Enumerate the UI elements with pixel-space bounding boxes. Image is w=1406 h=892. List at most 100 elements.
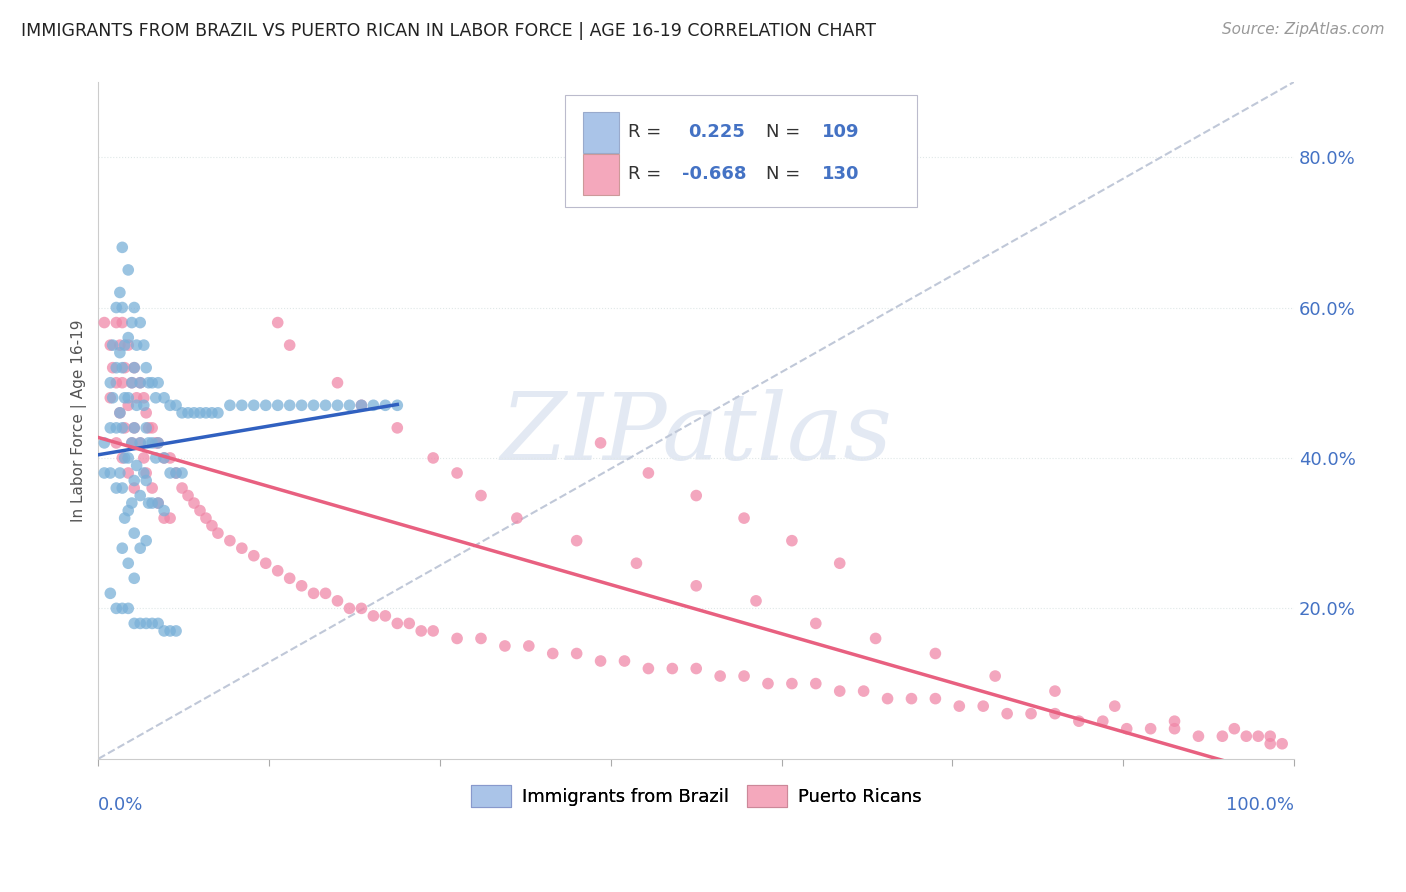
Point (745, 594, 768, 608)
Point (565, 647, 588, 661)
Point (243, 398, 266, 412)
Point (494, 639, 516, 653)
Point (804, 676, 827, 690)
Point (101, 338, 124, 352)
Point (541, 647, 564, 661)
Point (363, 608, 385, 623)
Point (122, 474, 145, 488)
Point (135, 360, 157, 375)
Point (132, 391, 155, 405)
Point (153, 450, 176, 465)
Point (506, 511, 529, 525)
Point (315, 398, 337, 412)
Text: 130: 130 (821, 165, 859, 184)
Point (146, 496, 169, 510)
Point (350, 398, 373, 412)
Text: IMMIGRANTS FROM BRAZIL VS PUERTO RICAN IN LABOR FORCE | AGE 16-19 CORRELATION CH: IMMIGRANTS FROM BRAZIL VS PUERTO RICAN I… (21, 22, 876, 40)
Point (105, 301, 128, 315)
Point (267, 398, 290, 412)
Point (122, 421, 145, 435)
Point (117, 330, 139, 344)
Point (470, 489, 492, 503)
Point (159, 466, 181, 480)
Point (117, 503, 139, 517)
Point (1247, 729, 1270, 743)
Point (685, 579, 707, 593)
Point (984, 669, 1007, 683)
Point (709, 669, 731, 683)
Point (924, 647, 946, 661)
Point (98, 421, 121, 435)
Point (165, 398, 187, 412)
Point (565, 533, 588, 548)
Point (876, 691, 898, 706)
Point (219, 398, 242, 412)
Point (326, 398, 349, 412)
Point (111, 240, 134, 254)
Point (637, 466, 659, 480)
Point (111, 601, 134, 615)
Point (159, 624, 181, 638)
Point (387, 398, 409, 412)
Point (146, 496, 169, 510)
Point (125, 338, 148, 352)
Point (470, 632, 492, 646)
Point (828, 556, 851, 570)
Point (231, 398, 253, 412)
Point (132, 450, 155, 465)
Point (865, 632, 887, 646)
Point (177, 489, 200, 503)
Point (326, 594, 349, 608)
Point (685, 661, 707, 675)
Point (780, 676, 803, 690)
Point (146, 436, 169, 450)
Point (1271, 737, 1294, 751)
Point (121, 496, 143, 510)
Point (1163, 722, 1185, 736)
Point (302, 398, 325, 412)
Point (177, 406, 200, 420)
Point (1043, 684, 1066, 698)
Point (165, 466, 187, 480)
Point (132, 338, 155, 352)
Point (267, 564, 290, 578)
Point (129, 616, 152, 631)
Point (948, 699, 970, 714)
Point (111, 301, 134, 315)
Point (756, 676, 779, 690)
Point (291, 398, 314, 412)
Point (138, 436, 160, 450)
Point (108, 466, 131, 480)
Y-axis label: In Labor Force | Age 16-19: In Labor Force | Age 16-19 (72, 319, 87, 522)
Point (374, 608, 396, 623)
Point (105, 421, 128, 435)
Point (129, 489, 152, 503)
Point (900, 691, 922, 706)
Point (159, 398, 181, 412)
Point (194, 406, 217, 420)
Point (339, 398, 361, 412)
Point (117, 601, 139, 615)
Point (589, 654, 612, 668)
Point (398, 616, 420, 631)
Point (201, 518, 224, 533)
Point (98, 376, 121, 390)
Legend: Immigrants from Brazil, Puerto Ricans: Immigrants from Brazil, Puerto Ricans (464, 778, 928, 814)
Point (267, 316, 290, 330)
Point (1187, 729, 1209, 743)
Point (924, 691, 946, 706)
Point (114, 391, 136, 405)
Point (122, 571, 145, 585)
Point (125, 391, 148, 405)
Text: 100.0%: 100.0% (1226, 796, 1294, 814)
Point (111, 541, 134, 556)
Point (129, 436, 152, 450)
Point (141, 481, 163, 495)
Point (114, 450, 136, 465)
Point (339, 601, 361, 615)
Point (135, 406, 157, 420)
Text: 109: 109 (821, 123, 859, 142)
Point (146, 376, 169, 390)
Point (188, 503, 211, 517)
Point (117, 556, 139, 570)
